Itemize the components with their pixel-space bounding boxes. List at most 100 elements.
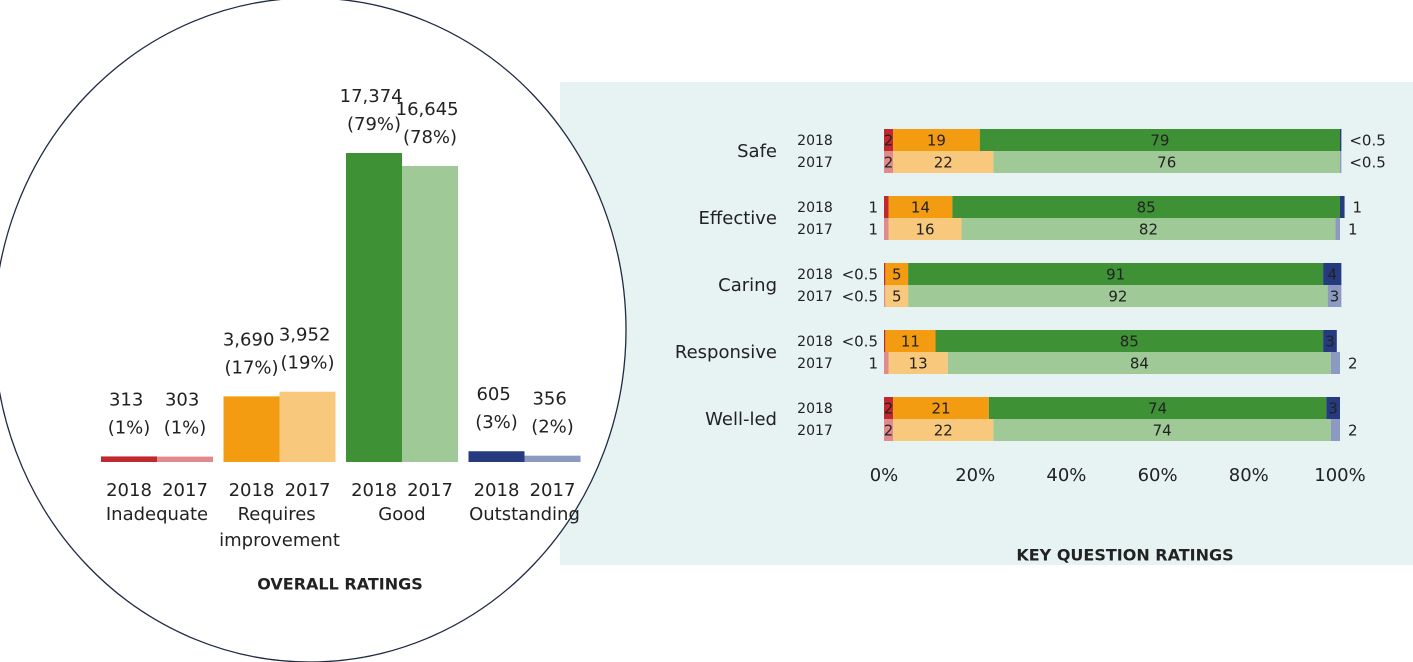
year-label: 2018 — [797, 200, 833, 216]
value-label: 303 (1%) — [164, 390, 207, 439]
bar-segment — [1340, 129, 1342, 151]
bar — [279, 391, 336, 462]
category-label: Good — [378, 504, 425, 525]
year-label: 2017 — [530, 480, 576, 501]
value-label: 91 — [1106, 266, 1125, 284]
value-label: 85 — [1137, 199, 1156, 217]
bar-segment — [884, 419, 894, 441]
value-label: 2 — [884, 400, 894, 418]
year-label: 2017 — [797, 222, 833, 238]
x-tick-label: 20% — [955, 465, 995, 486]
value-label: 79 — [1150, 132, 1169, 150]
bar-segment — [893, 129, 980, 151]
bar-segment — [884, 263, 886, 285]
value-label: 16 — [915, 221, 934, 239]
question-label: Responsive — [675, 342, 777, 363]
value-label: 76 — [1157, 154, 1176, 172]
value-label: 85 — [1120, 333, 1139, 351]
question-label: Safe — [737, 141, 777, 162]
value-label: 21 — [931, 400, 950, 418]
value-label: 2 — [884, 422, 894, 440]
bar-segment — [884, 330, 886, 352]
value-label: 1 — [868, 355, 878, 373]
x-tick-label: 80% — [1229, 465, 1269, 486]
value-label: 5 — [892, 288, 902, 306]
year-label: 2018 — [797, 334, 833, 350]
bar-segment — [961, 218, 1336, 240]
category-label: Requires improvement — [219, 504, 340, 551]
value-label: 84 — [1130, 355, 1149, 373]
value-label: 313 (1%) — [108, 389, 151, 438]
value-label: 74 — [1148, 400, 1167, 418]
bar-segment — [908, 285, 1328, 307]
bar-segment — [1330, 352, 1340, 374]
value-label: 82 — [1139, 221, 1158, 239]
bar — [101, 456, 157, 462]
value-label: 2 — [884, 154, 894, 172]
bar-segment — [908, 263, 1324, 285]
value-label: 1 — [1348, 221, 1358, 239]
category-label: Outstanding — [469, 504, 580, 525]
bar-segment — [885, 263, 909, 285]
bar-segment — [893, 151, 994, 173]
x-tick-label: 60% — [1138, 465, 1178, 486]
year-label: 2017 — [162, 480, 208, 501]
year-label: 2018 — [229, 480, 275, 501]
year-label: 2018 — [797, 401, 833, 417]
value-label: <0.5 — [842, 288, 878, 306]
value-label: 16,645 (78%) — [396, 99, 465, 148]
value-label: 3 — [1325, 333, 1335, 351]
category-label: Inadequate — [106, 504, 208, 525]
circle-frame — [0, 0, 627, 662]
value-label: 22 — [934, 154, 953, 172]
value-label: 4 — [1327, 266, 1337, 284]
year-label: 2017 — [285, 480, 331, 501]
bar-segment — [1323, 330, 1337, 352]
value-label: 92 — [1108, 288, 1127, 306]
year-label: 2018 — [797, 133, 833, 149]
value-label: 1 — [1353, 199, 1363, 217]
bar-segment — [1340, 196, 1345, 218]
bar-segment — [884, 285, 886, 307]
question-label: Caring — [718, 275, 777, 296]
bar-segment — [893, 419, 994, 441]
value-label: 11 — [901, 333, 920, 351]
bar-segment — [888, 352, 948, 374]
bar-segment — [888, 196, 953, 218]
bar-segment — [947, 352, 1331, 374]
bar-segment — [884, 218, 889, 240]
bar-segment — [884, 151, 894, 173]
bar-segment — [988, 397, 1327, 419]
value-label: 356 (2%) — [531, 389, 574, 438]
year-label: 2017 — [797, 155, 833, 171]
year-label: 2018 — [351, 480, 397, 501]
value-label: 2 — [884, 132, 894, 150]
bar-segment — [884, 397, 894, 419]
bar-segment — [979, 129, 1340, 151]
bar-segment — [1327, 285, 1342, 307]
question-label: Effective — [698, 208, 777, 229]
year-label: 2018 — [797, 267, 833, 283]
chart-title: OVERALL RATINGS — [257, 575, 423, 594]
value-label: 5 — [892, 266, 902, 284]
bar — [402, 165, 458, 463]
bar-segment — [1340, 151, 1342, 173]
value-label: 2 — [1348, 355, 1358, 373]
bar-segment — [993, 151, 1340, 173]
value-label: 3 — [1328, 400, 1338, 418]
x-tick-label: 100% — [1314, 465, 1365, 486]
bar-segment — [884, 352, 889, 374]
bar-segment — [952, 196, 1340, 218]
chart-title: KEY QUESTION RATINGS — [1016, 546, 1233, 565]
value-label: <0.5 — [1349, 154, 1385, 172]
bar-segment — [1330, 419, 1340, 441]
bar — [346, 153, 402, 462]
question-label: Well-led — [705, 409, 777, 430]
year-label: 2017 — [797, 356, 833, 372]
bar-segment — [1323, 263, 1342, 285]
value-label: 3 — [1330, 288, 1340, 306]
bar — [468, 451, 525, 462]
value-label: 74 — [1153, 422, 1172, 440]
year-label: 2017 — [407, 480, 453, 501]
